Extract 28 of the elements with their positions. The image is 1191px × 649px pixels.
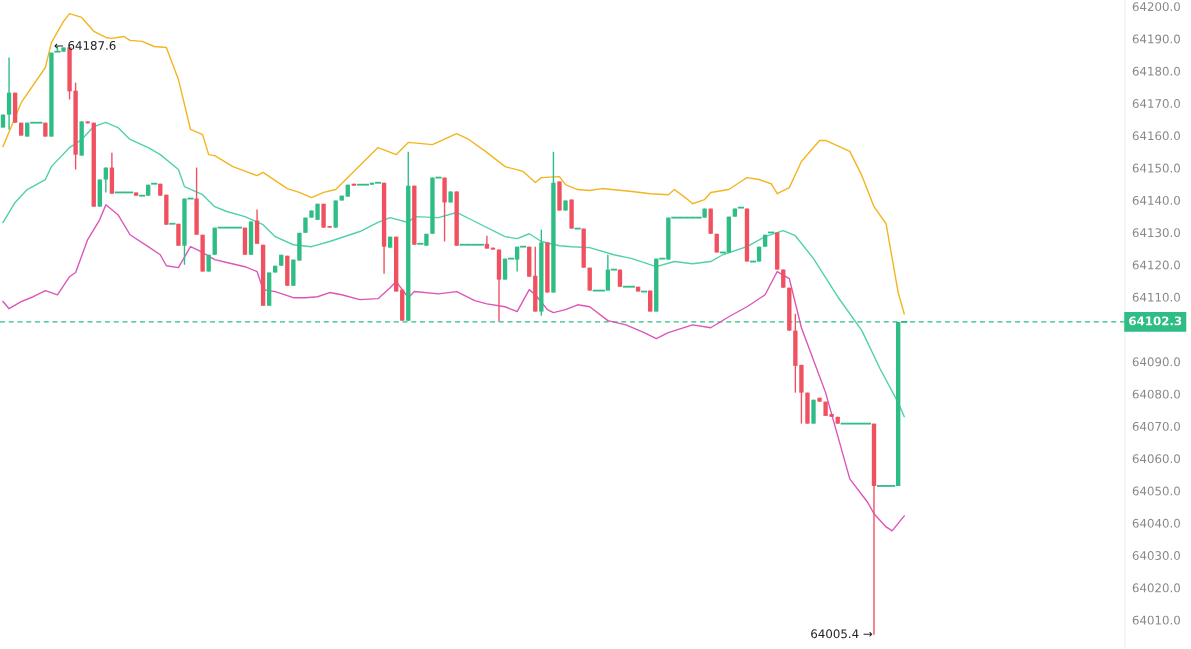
y-tick-label: 64010.0 [1132, 615, 1180, 625]
line-series [2, 12, 905, 315]
y-tick-label: 64190.0 [1132, 34, 1180, 44]
y-tick-label: 64020.0 [1132, 583, 1180, 593]
y-tick-label: 64170.0 [1132, 99, 1180, 108]
ref-line-label: 64102.3 [1129, 316, 1182, 326]
candlestick [103, 166, 109, 194]
annotation: 64005.4 → [811, 629, 873, 639]
y-tick-label: 64110.0 [1132, 292, 1180, 302]
y-tick-label: 64130.0 [1132, 228, 1180, 238]
y-tick-label: 64040.0 [1132, 518, 1180, 528]
y-tick-label: 64090.0 [1132, 357, 1180, 367]
y-tick-label: 64050.0 [1132, 486, 1180, 496]
y-tick-label: 64180.0 [1132, 66, 1180, 76]
candlestick [254, 208, 260, 245]
y-tick-label: 64030.0 [1132, 551, 1180, 561]
y-tick-label: 64150.0 [1132, 163, 1180, 173]
y-tick-label: 64080.0 [1132, 389, 1180, 399]
y-tick-label: 64120.0 [1132, 260, 1180, 270]
y-tick-label: 64140.0 [1132, 195, 1180, 205]
y-tick-label: 64060.0 [1132, 454, 1180, 464]
line-series [2, 121, 905, 418]
candlestick [6, 56, 12, 131]
y-tick-label: 64160.0 [1132, 131, 1180, 141]
line-series [2, 204, 905, 532]
annotation: ← 64187.6 [54, 40, 116, 50]
y-tick-label: 64200.0 [1132, 2, 1180, 12]
y-tick-label: 64070.0 [1132, 421, 1180, 431]
